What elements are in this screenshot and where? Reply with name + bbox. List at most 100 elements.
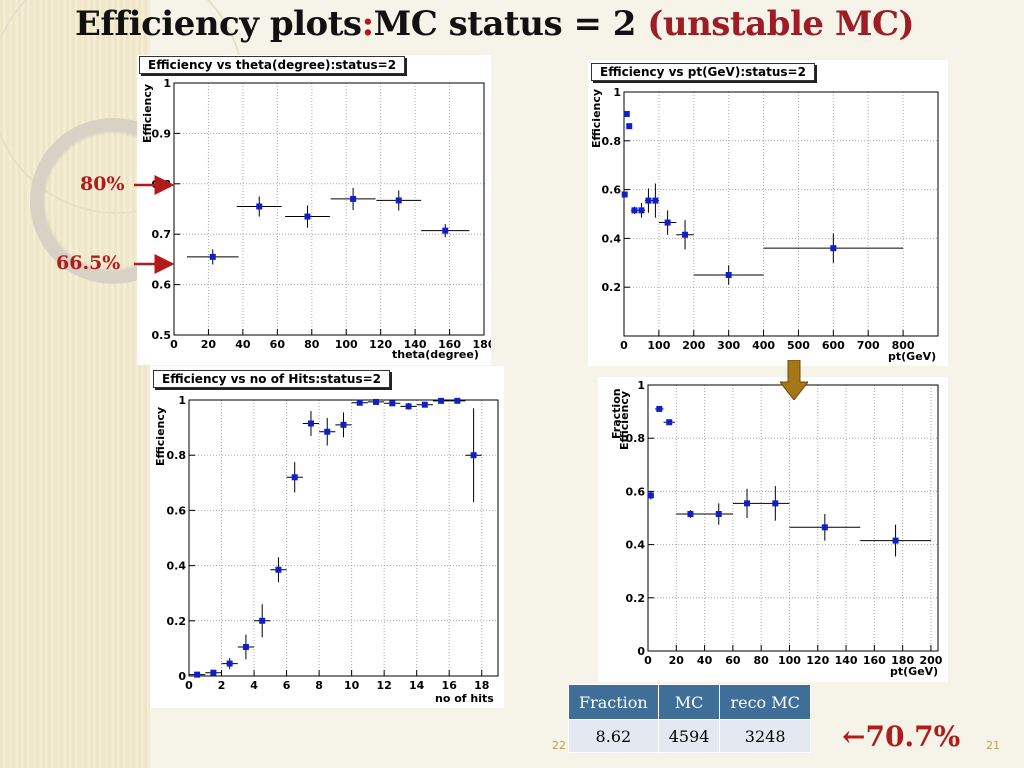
y-tick-label: 1 [637,379,645,392]
annotation-66-5: 66.5% [56,252,121,274]
data-point [682,231,689,238]
data-point [626,123,633,130]
data-point [664,219,671,226]
x-tick-label: 0 [644,654,652,667]
data-point [631,207,638,214]
x-tick-label: 100 [335,338,358,351]
chart-pt: 0 100 200 300 400 500 600 700 800 0.2 0.4 0.6 0.8 1 [602,86,939,352]
data-point [772,500,779,507]
data-point [194,671,201,678]
plot-frame [623,91,939,337]
y-tick-label: 0 [178,670,186,683]
chart-theta: 0 20 40 60 80 100 120 140 160 180 0.5 0.6 0.7 0.8 0.9 1 [152,77,492,351]
x-axis-label: pt(GeV) [890,665,939,678]
x-tick-label: 0 [620,339,628,352]
y-tick-label: 0.7 [152,228,172,241]
table-row: 8.62 4594 3248 [568,719,811,753]
data-point [892,537,899,544]
down-arrow-icon [780,360,808,400]
result-value: 70.7% [865,720,961,753]
y-tick-label: 0.4 [602,232,622,245]
table-cell: 4594 [657,719,721,753]
fraction-table: Fraction MC reco MC 8.62 4594 3248 [568,684,811,753]
table-header-row: Fraction MC reco MC [568,684,811,720]
data-point [350,195,357,202]
x-tick-label: 200 [682,339,705,352]
x-tick-label: 100 [778,654,801,667]
x-tick-label: 300 [717,339,740,352]
data-point [454,397,461,404]
y-axis-label: Efficiency [154,406,167,466]
y-axis-label: Efficiency [141,83,154,143]
data-point [666,419,673,426]
x-tick-label: 40 [235,338,251,351]
x-tick-label: 100 [647,339,670,352]
data-point [356,399,363,406]
page-number-left: 22 [552,739,566,752]
title-part2: MC status = 2 [373,4,648,44]
x-tick-label: 700 [857,339,880,352]
data-point [725,272,732,278]
y-tick-label: 0.6 [626,485,646,498]
data-point [209,253,216,260]
chart-panel-hits: 0 2 4 6 8 10 12 14 16 18 0 0.2 0.4 0.6 0.8 1 Efficiency… [150,366,504,708]
x-axis-label: pt(GeV) [888,350,937,363]
y-tick-label: 0.8 [602,135,622,148]
y-tick-label: 0.4 [167,560,187,573]
data-point [324,428,331,435]
y-tick-label: 0.8 [152,178,172,191]
y-tick-label: 1 [178,394,186,407]
data-point [621,191,628,198]
y-axis-label-secondary: Efficiency [618,390,631,450]
x-tick-label: 80 [754,654,770,667]
data-point [373,398,380,405]
y-tick-label: 0 [637,645,645,658]
page-number-right: 21 [986,739,1000,752]
y-tick-label: 0.5 [152,329,172,342]
chart-title: Efficiency vs no of Hits:status=2 [153,370,390,388]
x-tick-label: 20 [669,654,685,667]
data-point [656,405,663,412]
data-point [226,660,233,667]
table-cell: 8.62 [568,719,659,753]
data-point [307,420,314,427]
chart-fraction: 0 20 40 60 80 100 120 140 160 180 200 0 0.2 0.4 0.6 0.8… [626,379,943,667]
x-tick-label: 6 [283,679,291,692]
x-axis-label: theta(degree) [392,348,479,361]
x-tick-label: 18 [474,679,489,692]
table-header-cell: Fraction [568,684,659,720]
chart-panel-pt: 0 100 200 300 400 500 600 700 800 0.2 0.4 0.6 0.8 1 E… [588,60,948,366]
y-tick-label: 1 [163,77,171,90]
x-tick-label: 0 [170,338,178,351]
x-tick-label: 80 [304,338,320,351]
result-percentage: ←70.7% [842,720,960,753]
data-point [652,197,659,204]
x-tick-label: 16 [442,679,458,692]
x-tick-label: 200 [919,654,942,667]
x-tick-label: 4 [250,679,258,692]
x-tick-label: 10 [344,679,360,692]
plot-frame [647,384,939,652]
y-tick-label: 0.6 [602,184,622,197]
x-tick-label: 40 [697,654,713,667]
data-point [638,207,645,214]
data-point [340,421,347,428]
title-part1: Efficiency plots [75,4,362,44]
data-point [304,213,311,220]
table-header-cell: reco MC [719,684,811,720]
data-point [259,617,266,624]
data-point [256,203,263,210]
chart-title: Efficiency vs theta(degree):status=2 [139,56,406,74]
data-point [623,110,630,117]
y-tick-label: 0.9 [152,127,172,140]
chart-title: Efficiency vs pt(GeV):status=2 [591,63,815,81]
x-tick-label: 0 [185,679,193,692]
plot-frame [188,399,499,677]
data-point [830,245,837,252]
x-tick-label: 400 [752,339,775,352]
data-point [291,474,298,481]
title-part3: (unstable MC) [647,4,915,44]
y-tick-label: 0.2 [626,592,646,605]
data-point [715,511,722,518]
x-tick-label: 800 [892,339,915,352]
